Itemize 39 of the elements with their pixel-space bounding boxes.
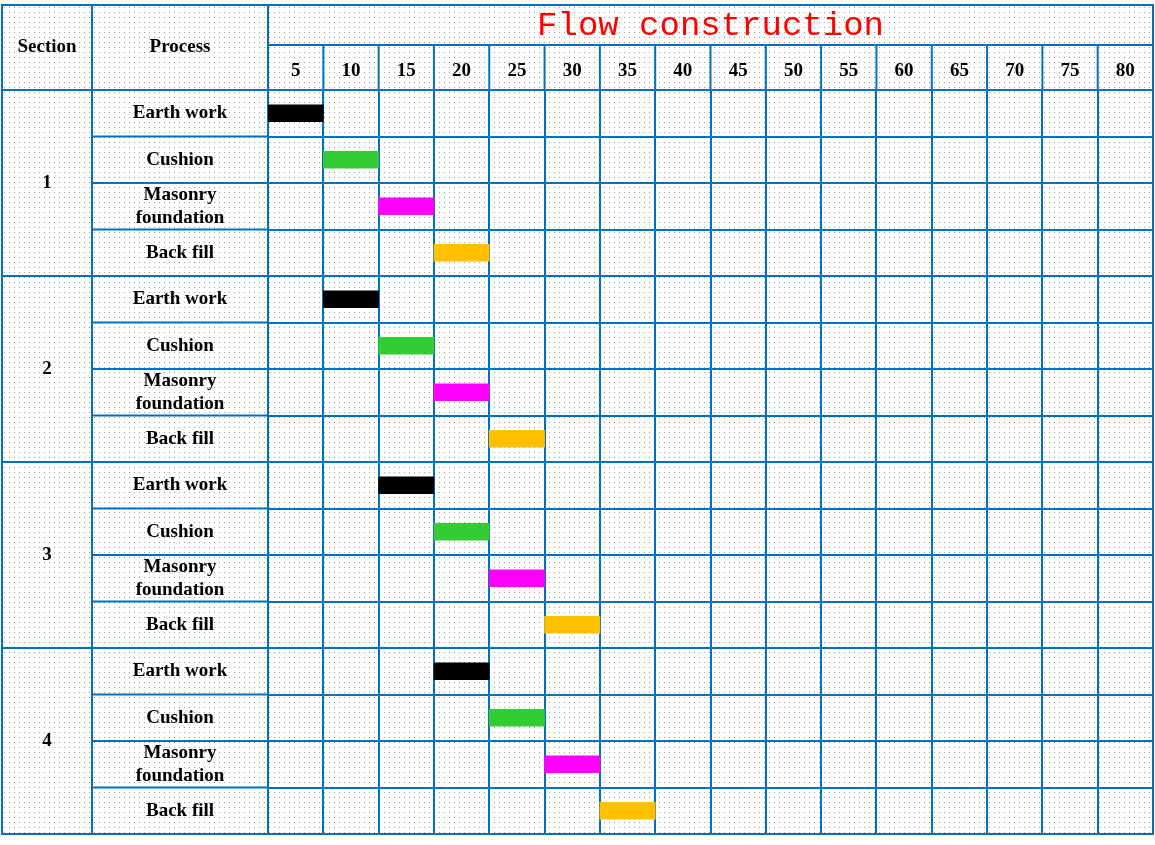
y2-axis-title: Section [17, 35, 77, 57]
text: 4 [42, 728, 53, 750]
x-tick-label: 30 [562, 58, 582, 80]
x-tick-label: 70 [1005, 58, 1025, 80]
x-tick-label: 10 [341, 58, 361, 80]
y-tick-label: Back fill [145, 798, 215, 820]
x-tick-label: 20 [452, 58, 472, 80]
x-tick-label: 25 [507, 58, 527, 80]
text: 1 [42, 170, 52, 192]
y-tick-label: Back fill [145, 240, 215, 262]
text: 2 [42, 356, 52, 378]
y-tick-label: Cushion [146, 333, 215, 355]
y-tick-label: Masonry foundation [135, 368, 225, 413]
x-tick-label: 45 [728, 58, 748, 80]
y-tick-label: Cushion [146, 147, 215, 169]
x-tick-label: 75 [1060, 58, 1080, 80]
x-tick-label: 60 [894, 58, 914, 80]
x-tick-label: 40 [673, 58, 693, 80]
y-tick-label: Earth work [132, 287, 228, 309]
x-tick-label: 5 [290, 58, 301, 80]
y-tick-label: Masonry foundation [135, 740, 225, 785]
chart-title: Flow construction [537, 7, 884, 45]
y-tick-label: Masonry foundation [135, 182, 225, 227]
x-tick-label: 80 [1115, 58, 1135, 80]
y-tick-label: Cushion [146, 705, 215, 727]
y-tick-label: Cushion [146, 519, 215, 541]
y-tick-label: Earth work [132, 101, 228, 123]
x-tick-label: 55 [839, 58, 859, 80]
y-axis-title: Process [149, 35, 211, 57]
y-tick-label: Masonry foundation [135, 554, 225, 599]
x-tick-label: 15 [396, 58, 416, 80]
y-tick-label: Back fill [145, 612, 215, 634]
text: 3 [42, 542, 52, 564]
y-tick-label: Earth work [132, 473, 228, 495]
x-tick-label: 65 [949, 58, 969, 80]
y-tick-label: Back fill [145, 426, 215, 448]
x-tick-label: 35 [618, 58, 638, 80]
y-tick-label: Earth work [132, 659, 228, 681]
x-tick-label: 50 [783, 58, 803, 80]
